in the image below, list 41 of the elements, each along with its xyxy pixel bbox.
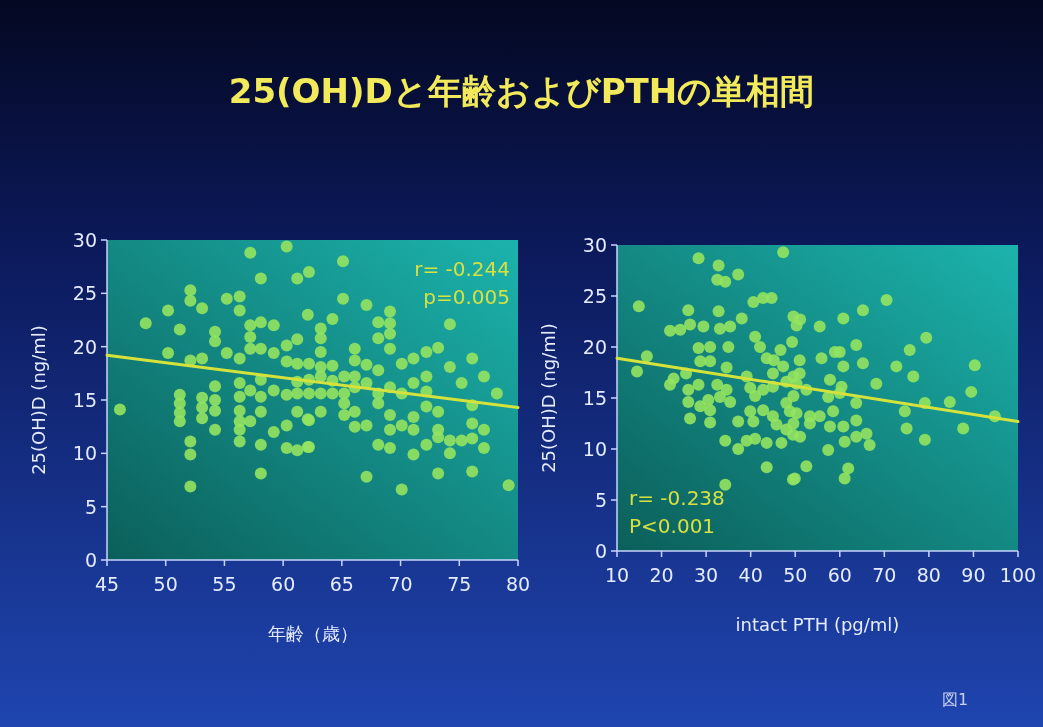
y-tick-label: 20 xyxy=(72,335,97,358)
y-tick-label: 30 xyxy=(582,234,607,256)
annotation: r= -0.238 xyxy=(629,486,725,510)
annotation: P<0.001 xyxy=(629,514,716,538)
y-axis-title: 25(OH)D (ng/ml) xyxy=(538,323,559,473)
x-tick-label: 45 xyxy=(94,573,120,595)
x-tick-label: 90 xyxy=(961,564,986,586)
x-tick-label: 55 xyxy=(212,573,237,595)
annotation: r= -0.244 xyxy=(414,257,510,281)
x-tick-label: 75 xyxy=(447,573,472,595)
x-tick-label: 20 xyxy=(649,564,674,586)
y-tick-label: 5 xyxy=(594,489,607,511)
x-tick-label: 50 xyxy=(783,564,808,586)
chart-title: 25(OH)Dと年齢およびPTHの単相間 xyxy=(228,71,815,111)
y-tick-label: 0 xyxy=(84,549,97,571)
y-tick-label: 25 xyxy=(72,282,97,305)
y-tick-label: 10 xyxy=(582,438,607,460)
y-tick-label: 25 xyxy=(582,285,607,307)
x-tick-label: 50 xyxy=(153,573,178,595)
y-tick-label: 20 xyxy=(582,336,607,358)
annotation: p=0.005 xyxy=(423,285,510,309)
y-tick-label: 10 xyxy=(72,442,97,465)
caption: 図1 xyxy=(941,690,969,709)
x-tick-label: 30 xyxy=(694,564,719,586)
y-tick-label: 15 xyxy=(72,389,97,411)
x-tick-label: 60 xyxy=(827,564,852,586)
y-tick-label: 0 xyxy=(594,540,607,562)
y-tick-label: 5 xyxy=(84,495,97,518)
x-tick-label: 100 xyxy=(999,564,1037,586)
x-tick-label: 80 xyxy=(505,573,531,595)
x-axis-title: intact PTH (pg/ml) xyxy=(735,614,900,635)
x-tick-label: 65 xyxy=(329,573,354,595)
x-axis-title: 年齢（歳） xyxy=(267,623,358,644)
x-tick-label: 80 xyxy=(916,564,941,586)
y-tick-label: 30 xyxy=(72,229,97,251)
x-tick-label: 70 xyxy=(872,564,897,586)
y-axis-title: 25(OH)D (ng/ml) xyxy=(28,325,49,475)
x-tick-label: 40 xyxy=(738,564,763,586)
x-tick-label: 60 xyxy=(271,573,296,595)
y-tick-label: 15 xyxy=(582,387,607,409)
x-tick-label: 70 xyxy=(388,573,413,595)
